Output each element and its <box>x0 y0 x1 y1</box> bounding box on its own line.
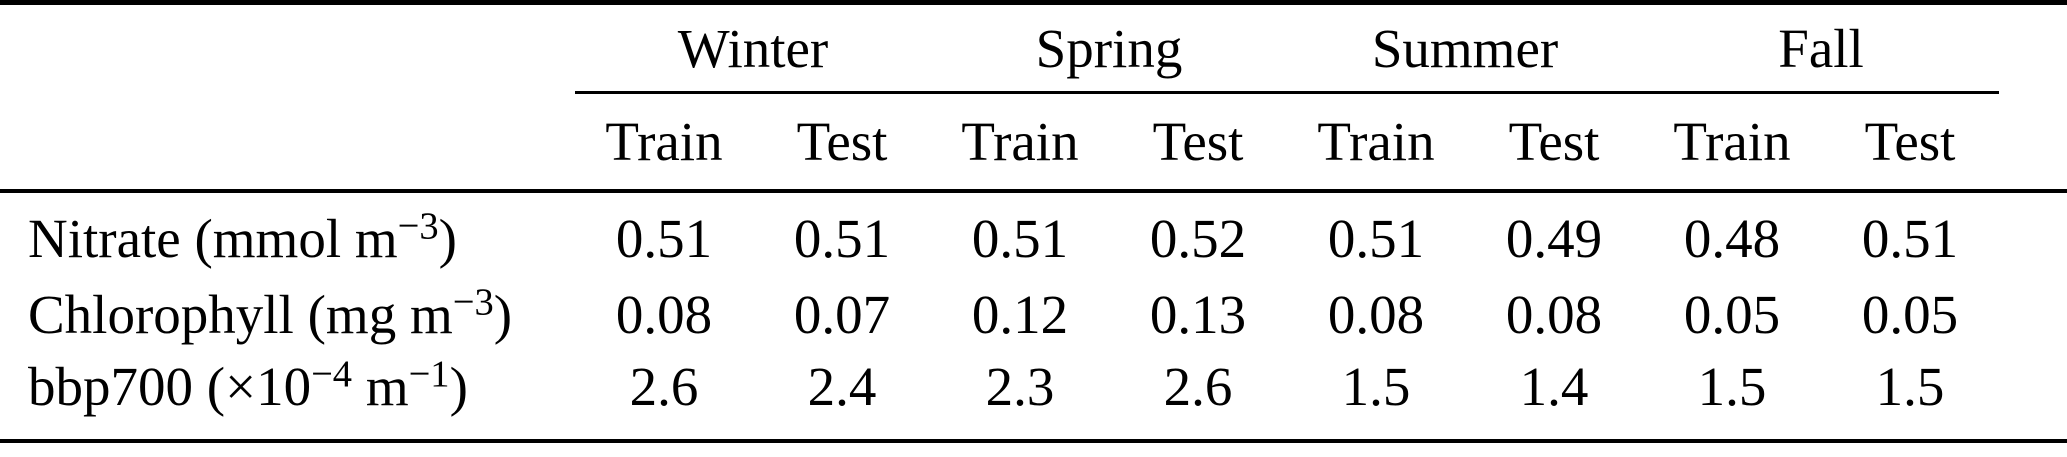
subheader-winter-test: Test <box>753 92 931 193</box>
season-header-winter: Winter <box>575 0 931 94</box>
value-cell: 0.08 <box>1505 284 1603 345</box>
value-cell: 2.4 <box>807 356 877 417</box>
spacer-cell <box>1999 92 2067 193</box>
row-label-text: Chlorophyll (mg m <box>28 284 453 345</box>
row-label-chlorophyll: Chlorophyll (mg m−3) <box>0 279 575 351</box>
subheader-fall-train: Train <box>1643 92 1822 193</box>
value-cell: 0.52 <box>1149 208 1247 269</box>
value-cell: 2.6 <box>629 356 699 417</box>
spacer-cell <box>1999 279 2067 351</box>
value-cell: 0.51 <box>1327 208 1425 269</box>
season-header-summer: Summer <box>1287 0 1644 94</box>
spacer-cell <box>1999 351 2067 423</box>
row-label-text: ) <box>493 284 513 345</box>
value-cell: 0.48 <box>1683 208 1781 269</box>
superscript: −1 <box>408 353 450 396</box>
train-test-header-row: Train Test Train Test Train Test Train T… <box>0 92 2067 193</box>
value-cell: 0.07 <box>793 284 891 345</box>
value-cell: 0.51 <box>1861 208 1959 269</box>
subheader-winter-train: Train <box>575 92 753 193</box>
value-cell: 0.49 <box>1505 208 1603 269</box>
value-cell: 0.08 <box>615 284 713 345</box>
row-label-text: ) <box>449 356 468 417</box>
value-cell: 0.51 <box>793 208 891 269</box>
value-cell: 2.6 <box>1163 356 1233 417</box>
row-label-bbp700: bbp700 (×10−4 m−1) <box>0 351 575 423</box>
value-cell: 0.51 <box>971 208 1069 269</box>
row-label-text: m <box>352 356 409 417</box>
table-row-bbp700: bbp700 (×10−4 m−1) 2.6 2.4 2.3 2.6 1.5 1… <box>0 351 2067 423</box>
subheader-spring-train: Train <box>931 92 1109 193</box>
subheader-summer-test: Test <box>1465 92 1644 193</box>
subheader-summer-train: Train <box>1287 92 1465 193</box>
season-header-fall: Fall <box>1643 0 2000 94</box>
corner-cell <box>0 0 575 93</box>
value-cell: 1.4 <box>1519 356 1589 417</box>
subheader-spring-test: Test <box>1109 92 1287 193</box>
value-cell: 0.08 <box>1327 284 1425 345</box>
value-cell: 0.05 <box>1861 284 1959 345</box>
superscript: −3 <box>452 281 494 324</box>
row-label-text: ) <box>438 208 457 269</box>
value-cell: 0.51 <box>615 208 713 269</box>
bottom-rule <box>0 422 2067 443</box>
value-cell: 1.5 <box>1875 356 1945 417</box>
season-header-spring: Spring <box>931 0 1287 94</box>
spacer-cell <box>1999 0 2067 93</box>
value-cell: 0.05 <box>1683 284 1781 345</box>
table-row-nitrate: Nitrate (mmol m−3) 0.51 0.51 0.51 0.52 0… <box>0 191 2067 279</box>
value-cell: 1.5 <box>1697 356 1767 417</box>
table-row-chlorophyll: Chlorophyll (mg m−3) 0.08 0.07 0.12 0.13… <box>0 279 2067 351</box>
corner-cell <box>0 92 575 193</box>
season-header-row: Winter Spring Summer Fall <box>0 0 2067 94</box>
row-label-nitrate: Nitrate (mmol m−3) <box>0 191 575 279</box>
superscript: −3 <box>397 205 439 248</box>
row-label-text: Nitrate (mmol m <box>28 208 398 269</box>
row-label-text: bbp700 (×10 <box>28 356 312 417</box>
value-cell: 0.13 <box>1149 284 1247 345</box>
subheader-fall-test: Test <box>1821 92 2000 193</box>
bottom-rule-row <box>0 422 2067 443</box>
value-cell: 2.3 <box>985 356 1055 417</box>
spacer-cell <box>1999 191 2067 279</box>
seasonal-statistics-table: Winter Spring Summer Fall Train Test Tra… <box>0 0 2067 443</box>
superscript: −4 <box>311 353 353 396</box>
value-cell: 1.5 <box>1341 356 1411 417</box>
value-cell: 0.12 <box>971 284 1069 345</box>
